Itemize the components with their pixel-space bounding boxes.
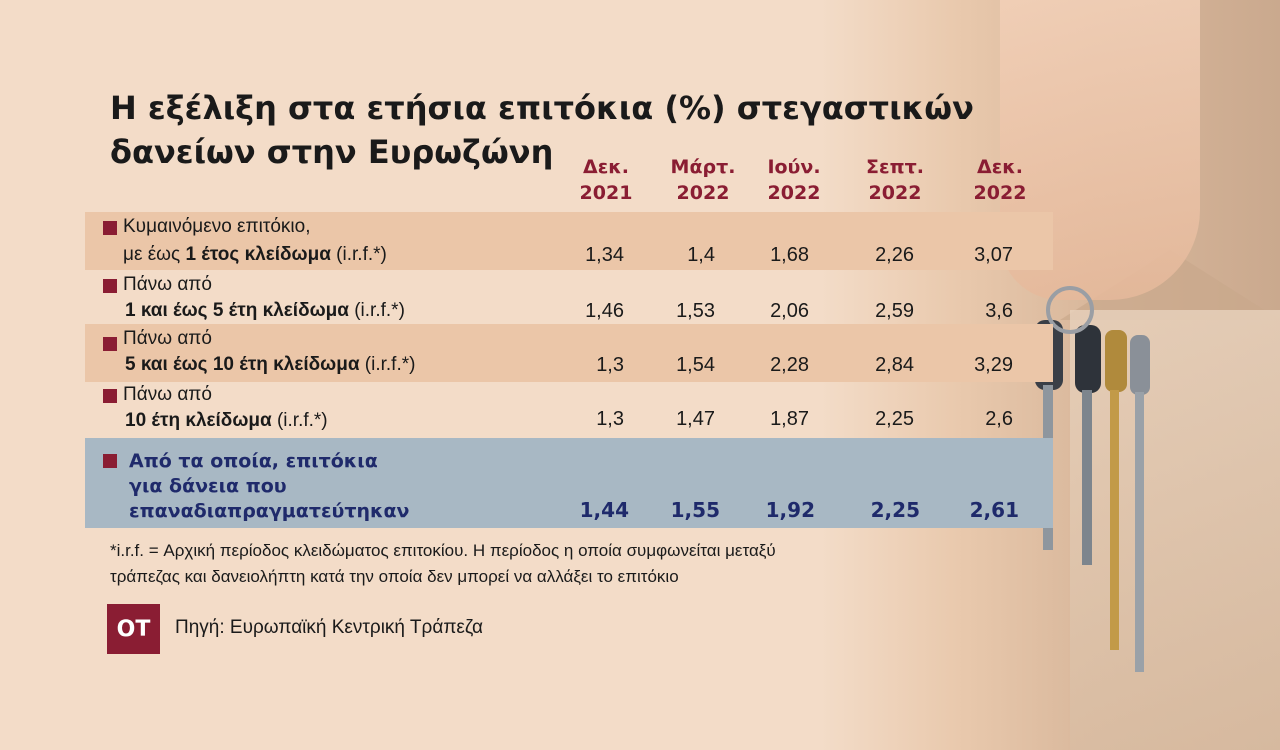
table-cell: 1,34 — [585, 244, 624, 266]
footnote-line2: τράπεζας και δανειολήπτη κατά την οποία … — [110, 567, 679, 586]
table-cell: 2,26 — [875, 244, 914, 266]
table-cell: 1,47 — [676, 408, 715, 430]
table-cell: 3,29 — [974, 354, 1013, 376]
row-label-suffix: (i.r.f.*) — [330, 244, 387, 265]
row-bullet — [103, 389, 117, 403]
row-label-prefix: με έως — [123, 244, 186, 265]
table-cell: 1,46 — [585, 300, 624, 322]
table-cell: 1,68 — [770, 244, 809, 266]
source-text: Πηγή: Ευρωπαϊκή Κεντρική Τράπεζα — [175, 617, 483, 638]
row-label-line2: με έως 1 έτος κλείδωμα (i.r.f.*) — [123, 242, 387, 268]
table-cell: 1,3 — [596, 408, 624, 430]
summary-label-line1: Από τα οποία, επιτόκια — [129, 450, 378, 472]
column-header: Μάρτ. 2022 — [653, 154, 753, 206]
row-label-bold: 1 έτος κλείδωμα — [185, 244, 331, 265]
summary-row: Από τα οποία, επιτόκια για δάνεια που επ… — [85, 438, 1053, 528]
column-header: Δεκ. 2021 — [556, 154, 656, 206]
row-label-line2: 10 έτη κλείδωμα (i.r.f.*) — [125, 408, 328, 434]
row-label-suffix: (i.r.f.*) — [359, 354, 416, 375]
table-row: Πάνω από 5 και έως 10 έτη κλείδωμα (i.r.… — [85, 324, 1053, 382]
table-cell: 2,25 — [875, 408, 914, 430]
column-year: 2022 — [676, 182, 730, 204]
table-cell: 2,28 — [770, 354, 809, 376]
table-cell: 1,87 — [770, 408, 809, 430]
summary-cell: 1,55 — [670, 498, 720, 522]
column-month: Μάρτ. — [670, 156, 736, 178]
table-cell: 2,06 — [770, 300, 809, 322]
column-year: 2021 — [579, 182, 633, 204]
summary-cell: 2,25 — [870, 498, 920, 522]
column-header: Σεπτ. 2022 — [845, 154, 945, 206]
table-cell: 1,3 — [596, 354, 624, 376]
table-cell: 3,07 — [974, 244, 1013, 266]
row-label-bold: 5 και έως 10 έτη κλείδωμα — [125, 354, 360, 375]
column-year: 2022 — [767, 182, 821, 204]
row-label-line1: Πάνω από — [123, 328, 212, 349]
summary-label-line2: για δάνεια που — [129, 475, 287, 497]
column-month: Δεκ. — [583, 156, 629, 178]
table-cell: 2,6 — [985, 408, 1013, 430]
row-label-line1: Πάνω από — [123, 274, 212, 295]
row-label-line2: 1 και έως 5 έτη κλείδωμα (i.r.f.*) — [125, 298, 405, 324]
row-label-line1: Κυμαινόμενο επιτόκιο, — [123, 216, 311, 237]
table-cell: 3,6 — [985, 300, 1013, 322]
footnote: *i.r.f. = Αρχική περίοδος κλειδώματος επ… — [110, 538, 1010, 590]
table-row: Κυμαινόμενο επιτόκιο, με έως 1 έτος κλεί… — [85, 212, 1053, 270]
summary-label-line3: επαναδιαπραγματεύτηκαν — [129, 500, 410, 522]
row-label-suffix: (i.r.f.*) — [348, 300, 405, 321]
summary-cell: 1,44 — [579, 498, 629, 522]
table-row: Πάνω από 1 και έως 5 έτη κλείδωμα (i.r.f… — [85, 270, 1053, 328]
table-cell: 1,4 — [687, 244, 715, 266]
row-bullet — [103, 221, 117, 235]
column-header: Ιούν. 2022 — [744, 154, 844, 206]
column-month: Σεπτ. — [866, 156, 924, 178]
summary-cell: 1,92 — [765, 498, 815, 522]
table-cell: 1,53 — [676, 300, 715, 322]
table-row: Πάνω από 10 έτη κλείδωμα (i.r.f.*) 1,3 1… — [85, 380, 1053, 438]
summary-cell: 2,61 — [969, 498, 1019, 522]
row-label-line2: 5 και έως 10 έτη κλείδωμα (i.r.f.*) — [125, 352, 415, 378]
ot-logo: ΟΤ — [107, 604, 160, 654]
column-year: 2022 — [973, 182, 1027, 204]
footnote-line1: *i.r.f. = Αρχική περίοδος κλειδώματος επ… — [110, 541, 776, 560]
table-cell: 2,84 — [875, 354, 914, 376]
table-cell: 1,54 — [676, 354, 715, 376]
column-month: Ιούν. — [767, 156, 821, 178]
column-header: Δεκ. 2022 — [950, 154, 1050, 206]
row-label-bold: 1 και έως 5 έτη κλείδωμα — [125, 300, 349, 321]
row-bullet — [103, 279, 117, 293]
page-title: Η εξέλιξη στα ετήσια επιτόκια (%) στεγασ… — [110, 89, 974, 171]
row-bullet — [103, 337, 117, 351]
row-label-bold: 10 έτη κλείδωμα — [125, 410, 272, 431]
row-label-line1: Πάνω από — [123, 384, 212, 405]
table-cell: 2,59 — [875, 300, 914, 322]
row-bullet — [103, 454, 117, 468]
column-year: 2022 — [868, 182, 922, 204]
column-month: Δεκ. — [977, 156, 1023, 178]
row-label-suffix: (i.r.f.*) — [271, 410, 328, 431]
